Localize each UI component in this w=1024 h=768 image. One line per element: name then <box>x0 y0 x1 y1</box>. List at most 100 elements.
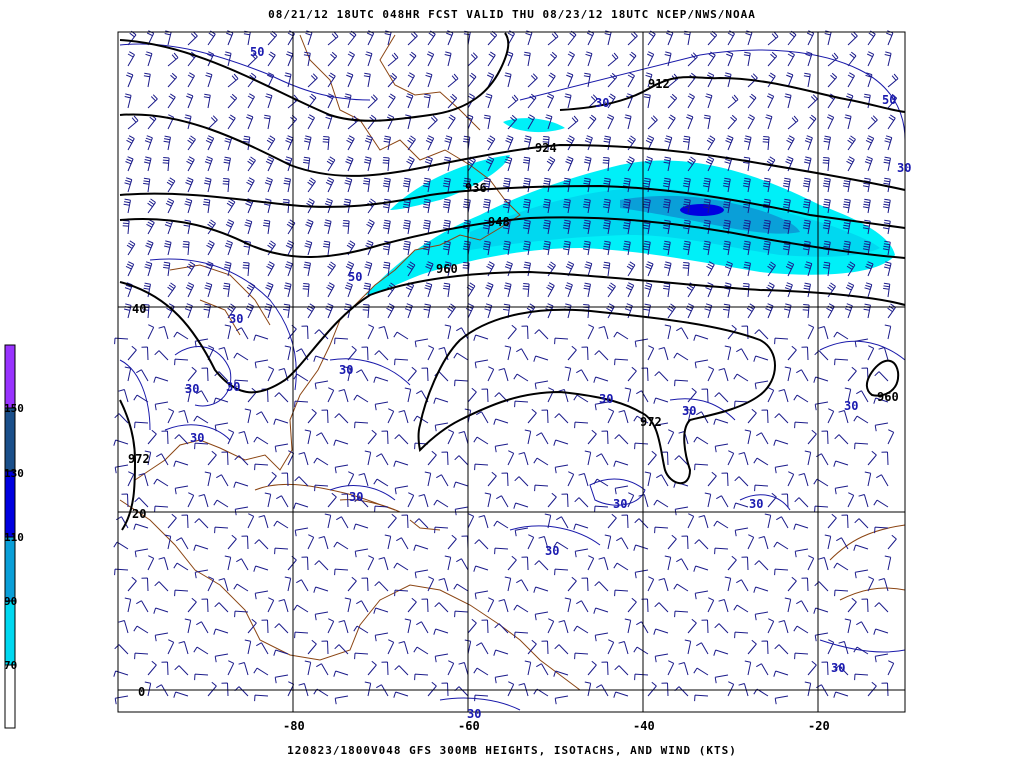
wind-barb <box>154 350 169 361</box>
wind-barb <box>314 611 329 621</box>
wind-barb <box>573 523 589 530</box>
wind-barb <box>834 434 849 445</box>
wind-barb <box>547 618 555 634</box>
wind-barb <box>301 325 309 340</box>
wind-barb <box>256 411 269 424</box>
wind-barb <box>704 492 712 508</box>
wind-barb <box>502 240 511 256</box>
wind-barb <box>787 51 795 67</box>
wind-barb <box>207 450 217 466</box>
wind-barb <box>774 337 789 345</box>
wind-barb <box>273 649 289 656</box>
isotach-label: 30 <box>190 431 204 445</box>
wind-barb <box>173 331 189 340</box>
wind-barb <box>546 282 555 298</box>
wind-barb <box>587 429 597 445</box>
wind-barb <box>773 670 789 677</box>
wind-barb <box>804 261 813 277</box>
wind-barb <box>124 177 133 193</box>
wind-barb <box>181 514 189 529</box>
wind-barb <box>596 453 609 466</box>
wind-barb <box>174 665 189 676</box>
wind-barb <box>822 157 830 172</box>
wind-barb <box>724 345 732 361</box>
wind-barb <box>458 431 469 445</box>
wind-barb <box>716 495 729 508</box>
wind-barb <box>126 72 134 88</box>
wind-barb <box>283 303 291 319</box>
wind-barb <box>334 413 349 424</box>
isotach-label: 30 <box>349 490 363 504</box>
wind-barb <box>204 282 213 298</box>
wind-barb <box>607 282 616 298</box>
wind-barb <box>147 429 157 445</box>
wind-barb <box>247 93 255 109</box>
wind-barb <box>814 632 829 642</box>
wind-barb <box>316 432 329 445</box>
wind-barb <box>527 73 538 88</box>
colorbar <box>4 344 16 729</box>
wind-barb <box>302 283 310 298</box>
wind-barb <box>807 324 815 340</box>
wind-barb <box>521 325 529 340</box>
wind-barb <box>513 604 529 613</box>
wind-barb <box>678 662 689 676</box>
wind-barb <box>294 527 309 537</box>
wind-barb <box>662 177 671 193</box>
wind-barb <box>544 513 552 529</box>
wind-barb <box>743 156 751 172</box>
wind-barb <box>153 607 169 614</box>
wind-barb <box>494 547 509 555</box>
wind-barb <box>303 135 312 151</box>
wind-barb <box>447 303 456 319</box>
wind-barb <box>847 31 858 46</box>
wind-barb <box>127 345 137 361</box>
wind-barb <box>522 219 531 235</box>
wind-barb <box>478 515 489 529</box>
isotach-label: 30 <box>545 544 559 558</box>
wind-barb <box>662 240 671 256</box>
wind-barb <box>687 618 697 634</box>
wind-barb <box>345 261 355 277</box>
wind-barb <box>307 73 318 88</box>
wind-barb <box>802 219 811 235</box>
wind-barb <box>503 282 512 298</box>
wind-barb <box>174 358 189 366</box>
wind-barb <box>747 114 755 130</box>
wind-barb <box>204 156 213 172</box>
wind-barb <box>442 177 451 193</box>
wind-barb <box>842 177 851 193</box>
wind-barb <box>725 135 734 151</box>
wind-barb <box>823 135 831 151</box>
wind-barb <box>574 548 589 558</box>
wind-barb <box>643 303 651 319</box>
wind-barb <box>313 457 329 466</box>
wind-barb <box>264 492 272 508</box>
wind-barb <box>456 327 469 340</box>
lon-label: -20 <box>808 719 830 733</box>
wind-barb <box>734 400 749 408</box>
wind-barb <box>196 621 209 634</box>
wind-barb <box>326 93 335 109</box>
wind-barb <box>676 327 689 340</box>
wind-barb <box>722 240 731 256</box>
wind-barb <box>702 240 711 256</box>
wind-barb <box>246 114 254 130</box>
wind-barb <box>467 513 475 529</box>
wind-barb <box>314 560 329 571</box>
wind-barb <box>533 457 549 466</box>
wind-barb <box>444 51 452 67</box>
wind-barb <box>402 219 411 235</box>
wind-barb <box>481 619 489 634</box>
wind-barb <box>361 577 369 592</box>
isotach-label: 30 <box>595 96 609 110</box>
wind-barb <box>434 526 449 534</box>
wind-barb <box>747 93 757 109</box>
wind-barb <box>234 506 249 516</box>
wind-barb <box>207 576 215 592</box>
wind-barb <box>774 413 789 424</box>
wind-barb <box>626 261 636 277</box>
wind-barb <box>344 366 352 382</box>
isotach-label: 30 <box>229 312 243 326</box>
isotach-shading <box>365 118 895 295</box>
